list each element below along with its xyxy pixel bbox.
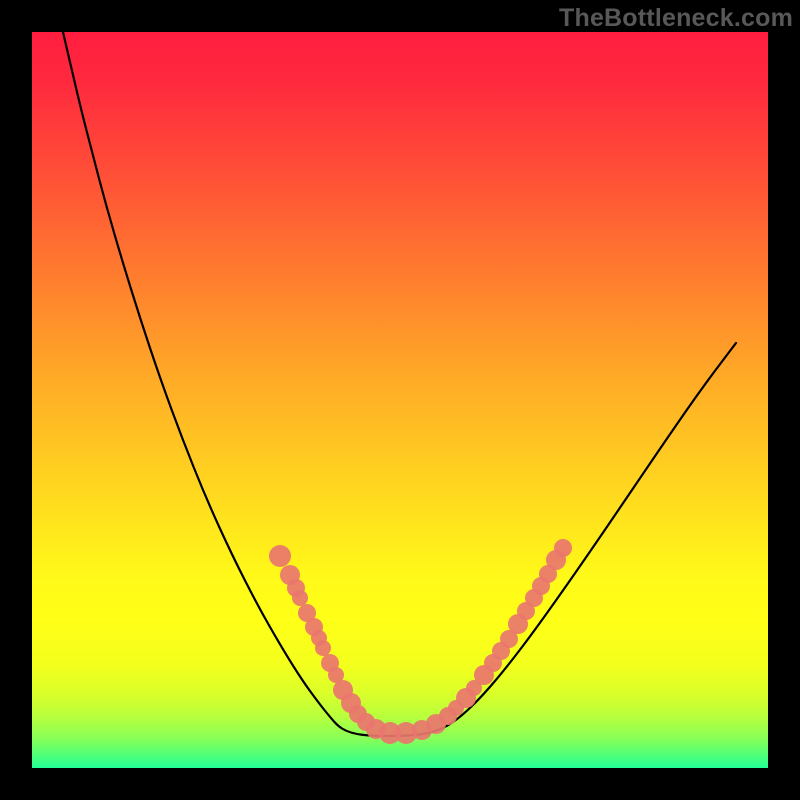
gradient-background (32, 32, 768, 768)
watermark-text: TheBottleneck.com (559, 4, 793, 33)
chart-svg (32, 32, 768, 768)
data-marker (315, 640, 331, 656)
chart-plot-area (32, 32, 768, 768)
data-marker (554, 539, 572, 557)
data-marker (269, 545, 291, 567)
data-marker (292, 590, 308, 606)
